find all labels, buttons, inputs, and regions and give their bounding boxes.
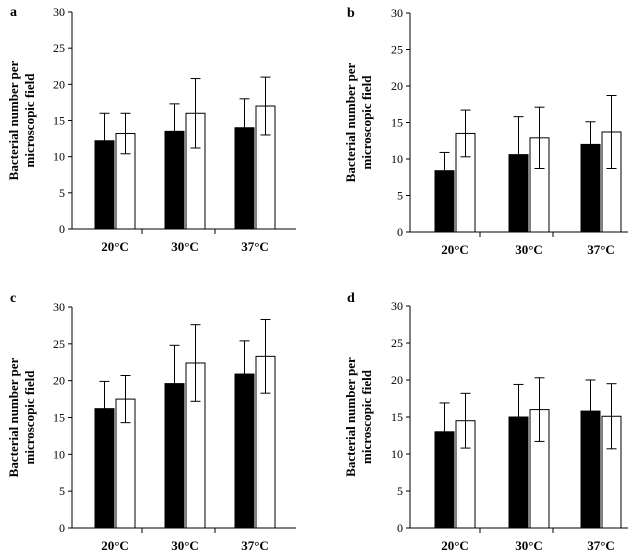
panel-letter: a (10, 5, 17, 20)
bar-filled (94, 408, 115, 529)
y-tick-label: 25 (53, 41, 65, 55)
bar-filled (164, 130, 185, 230)
y-tick-label: 15 (391, 410, 403, 424)
y-tick-label: 20 (391, 373, 403, 387)
x-category-label: 30°C (515, 538, 543, 553)
x-category-label: 20°C (101, 239, 129, 254)
chart-panel-d: d Bacterial number permicroscopic field 0 5… (343, 291, 628, 553)
y-axis-label: Bacterial number permicroscopic field (343, 357, 374, 477)
y-tick-label: 15 (391, 116, 403, 130)
chart-panel-c: c Bacterial number permicroscopic field 0 5… (6, 291, 296, 553)
x-category-label: 20°C (441, 242, 469, 257)
bar-filled (508, 416, 529, 529)
x-category-label: 37°C (587, 242, 615, 257)
y-tick-label: 25 (391, 43, 403, 57)
x-category-label: 37°C (587, 538, 615, 553)
y-tick-label: 15 (53, 114, 65, 128)
bar-filled (434, 431, 455, 529)
x-category-label: 30°C (171, 538, 199, 553)
bar-filled (434, 170, 455, 233)
y-axis-label: Bacterial number permicroscopic field (6, 357, 37, 477)
panel-letter: d (347, 291, 355, 306)
x-category-label: 30°C (515, 242, 543, 257)
y-tick-label: 5 (59, 484, 65, 498)
x-category-label: 37°C (241, 538, 269, 553)
y-tick-label: 30 (53, 5, 65, 19)
bar-filled (580, 143, 601, 233)
bar-filled (164, 383, 185, 529)
x-category-label: 37°C (241, 239, 269, 254)
bar-filled (508, 154, 529, 233)
y-tick-label: 10 (53, 150, 65, 164)
y-axis-label-line: Bacterial number per (343, 357, 358, 477)
y-tick-label: 20 (53, 77, 65, 91)
y-axis-label: Bacterial number permicroscopic field (6, 60, 37, 180)
y-tick-label: 25 (53, 337, 65, 351)
y-tick-label: 10 (391, 447, 403, 461)
y-axis-label-line: microscopic field (22, 73, 37, 168)
x-category-label: 20°C (441, 538, 469, 553)
y-tick-label: 0 (397, 521, 403, 535)
y-tick-label: 30 (391, 6, 403, 20)
y-axis-label-line: Bacterial number per (343, 62, 358, 182)
x-category-label: 20°C (101, 538, 129, 553)
bar-filled (94, 140, 115, 230)
y-tick-label: 5 (397, 189, 403, 203)
bar-filled (234, 127, 255, 230)
y-tick-label: 20 (391, 79, 403, 93)
y-tick-label: 0 (397, 225, 403, 239)
y-tick-label: 5 (397, 484, 403, 498)
y-tick-label: 15 (53, 411, 65, 425)
y-tick-label: 10 (391, 152, 403, 166)
y-tick-label: 30 (53, 300, 65, 314)
bar-filled (234, 373, 255, 529)
x-category-label: 30°C (171, 239, 199, 254)
y-axis-label-line: Bacterial number per (6, 60, 21, 180)
y-tick-label: 0 (59, 521, 65, 535)
y-axis-label-line: microscopic field (22, 370, 37, 465)
panel-letter: b (347, 6, 355, 21)
y-tick-label: 5 (59, 186, 65, 200)
bar-filled (580, 410, 601, 529)
y-tick-label: 10 (53, 447, 65, 461)
y-axis-label-line: microscopic field (359, 75, 374, 170)
chart-panel-a: a Bacterial number permicroscopic field 0 5… (6, 5, 296, 254)
panel-letter: c (10, 291, 16, 306)
y-tick-label: 30 (391, 299, 403, 313)
y-axis-label-line: microscopic field (359, 369, 374, 464)
y-tick-label: 0 (59, 222, 65, 236)
y-tick-label: 20 (53, 374, 65, 388)
y-axis-label-line: Bacterial number per (6, 357, 21, 477)
chart-panel-b: b Bacterial number permicroscopic field 0 5… (343, 6, 628, 257)
y-axis-label: Bacterial number permicroscopic field (343, 62, 374, 182)
y-tick-label: 25 (391, 336, 403, 350)
